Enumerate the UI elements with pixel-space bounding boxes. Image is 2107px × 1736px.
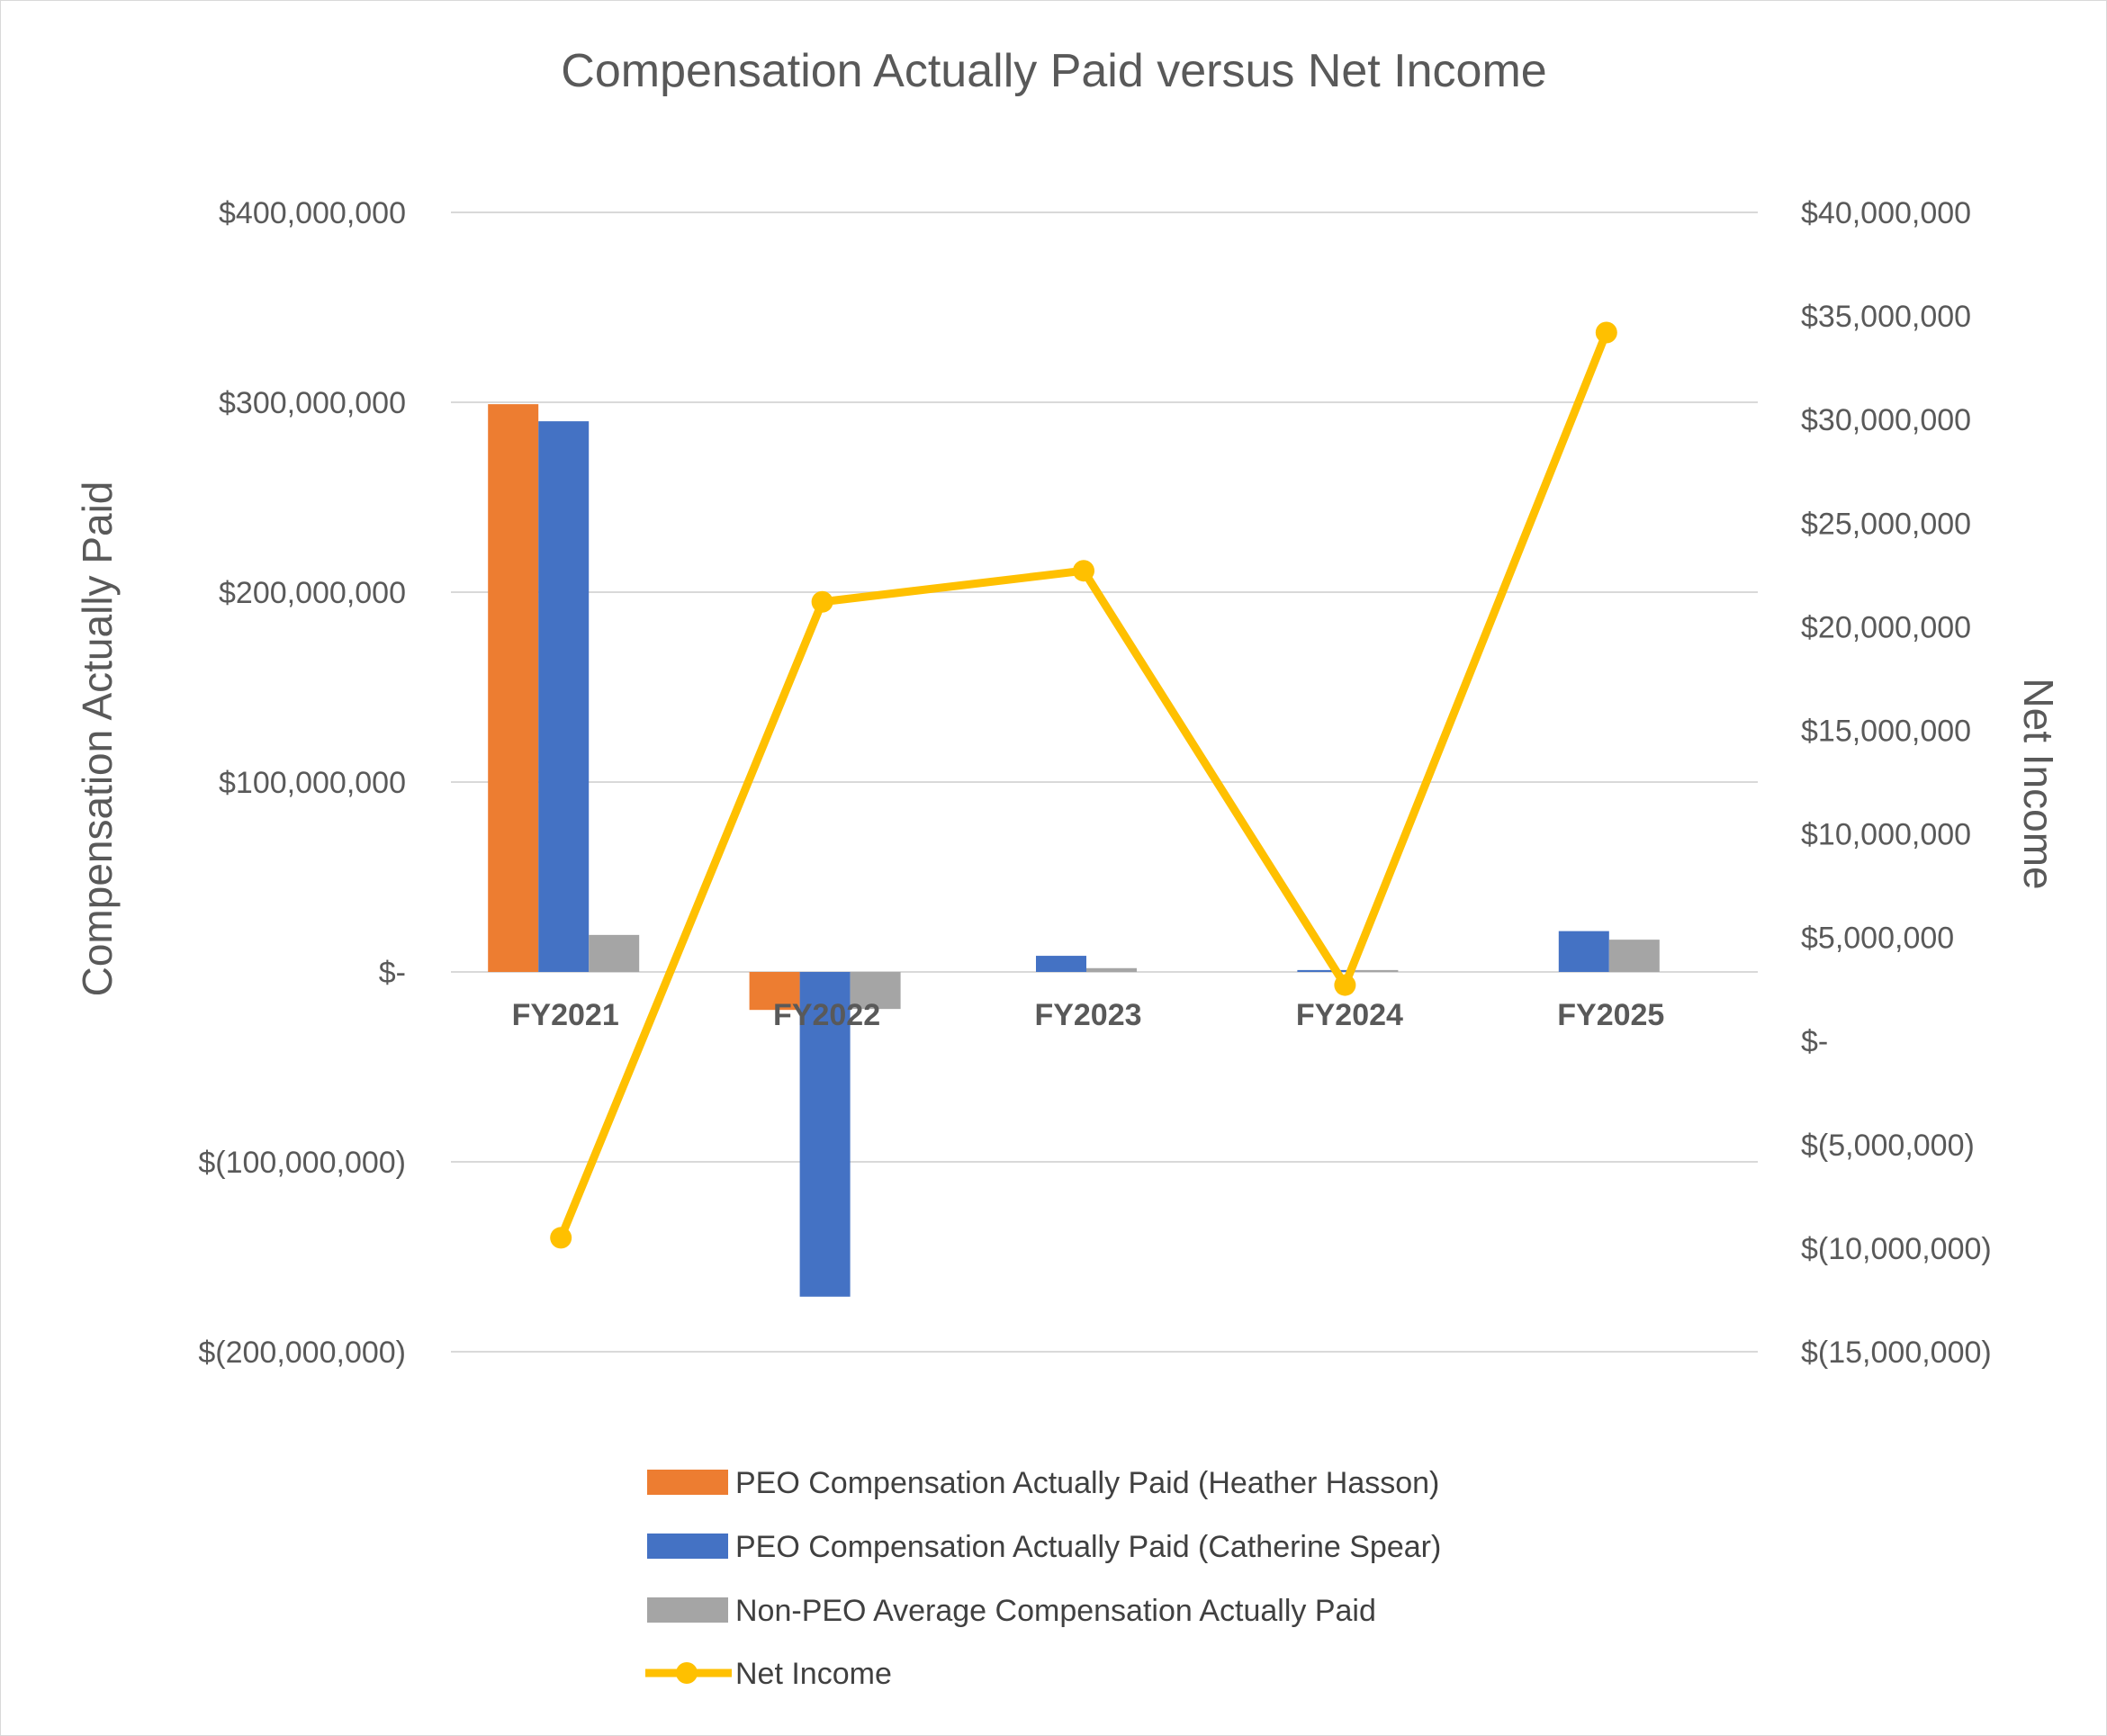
chart-title: Compensation Actually Paid versus Net In… (561, 45, 1546, 97)
legend-item: Net Income (645, 1657, 892, 1691)
legend-item: PEO Compensation Actually Paid (Catherin… (647, 1530, 1441, 1564)
left-tick-label: $400,000,000 (219, 196, 406, 230)
right-tick-label: $15,000,000 (1801, 714, 1971, 748)
legend-item: Non-PEO Average Compensation Actually Pa… (647, 1594, 1376, 1628)
bar-fy2023 (1086, 967, 1137, 972)
legend-label: PEO Compensation Actually Paid (Catherin… (735, 1530, 1441, 1564)
category-label: FY2022 (773, 998, 880, 1032)
bar-fy2022 (749, 972, 800, 1011)
category-label: FY2024 (1296, 998, 1403, 1032)
bar-fy2024 (1297, 969, 1348, 972)
left-tick-label: $300,000,000 (219, 386, 406, 420)
right-tick-label: $(5,000,000) (1801, 1129, 1975, 1163)
legend-swatch (647, 1597, 728, 1623)
right-tick-label: $40,000,000 (1801, 196, 1971, 230)
right-tick-label: $(15,000,000) (1801, 1336, 1992, 1370)
left-axis-title: Compensation Actually Paid (74, 481, 121, 997)
legend: PEO Compensation Actually Paid (Heather … (645, 1466, 1441, 1691)
net-income-point (1334, 974, 1356, 996)
net-income-point (811, 590, 833, 613)
left-axis-ticks: $400,000,000 $300,000,000 $200,000,000 $100… (198, 196, 406, 1370)
left-tick-label: $100,000,000 (219, 766, 406, 800)
right-tick-label: $20,000,000 (1801, 610, 1971, 644)
left-tick-label: $200,000,000 (219, 576, 406, 610)
bars (488, 404, 1660, 1297)
legend-label: PEO Compensation Actually Paid (Heather … (735, 1466, 1439, 1500)
bar-fy2023 (1036, 956, 1086, 972)
category-axis: FY2021 FY2022 FY2023 FY2024 FY2025 (512, 998, 1665, 1032)
legend-swatch (647, 1470, 728, 1495)
legend-swatch (647, 1534, 728, 1559)
right-tick-label: $25,000,000 (1801, 507, 1971, 541)
net-income-series-line (557, 330, 1610, 1240)
right-tick-label: $30,000,000 (1801, 403, 1971, 437)
right-axis-ticks: $40,000,000 $35,000,000 $30,000,000 $25,000… (1801, 196, 1992, 1370)
legend-marker (676, 1662, 698, 1684)
bar-fy2022 (850, 972, 901, 1010)
category-label: FY2021 (512, 998, 619, 1032)
bar-fy2021 (589, 934, 640, 972)
right-tick-label: $10,000,000 (1801, 818, 1971, 852)
right-tick-label: $(10,000,000) (1801, 1232, 1992, 1266)
left-tick-label: $(200,000,000) (198, 1336, 406, 1370)
left-tick-label: $- (379, 956, 406, 990)
net-income-point (1073, 560, 1094, 582)
gridlines (451, 211, 1758, 1353)
bar-fy2021 (538, 421, 590, 973)
legend-label: Non-PEO Average Compensation Actually Pa… (735, 1594, 1376, 1628)
right-tick-label: $- (1801, 1025, 1828, 1059)
net-income-line (550, 321, 1617, 1249)
legend-label: Net Income (735, 1657, 892, 1691)
bar-fy2021 (488, 404, 539, 972)
legend-item: PEO Compensation Actually Paid (Heather … (647, 1466, 1439, 1500)
right-tick-label: $5,000,000 (1801, 922, 1954, 956)
bar-fy2022 (799, 972, 851, 1297)
bar-fy2025 (1558, 931, 1609, 972)
bar-fy2024 (1347, 969, 1399, 972)
right-tick-label: $35,000,000 (1801, 300, 1971, 334)
net-income-point (550, 1227, 572, 1249)
bar-fy2025 (1608, 940, 1660, 972)
category-label: FY2023 (1034, 998, 1141, 1032)
net-income-point (1595, 321, 1617, 344)
category-label: FY2025 (1557, 998, 1664, 1032)
left-tick-label: $(100,000,000) (198, 1146, 406, 1180)
right-axis-title: Net Income (2015, 678, 2062, 889)
